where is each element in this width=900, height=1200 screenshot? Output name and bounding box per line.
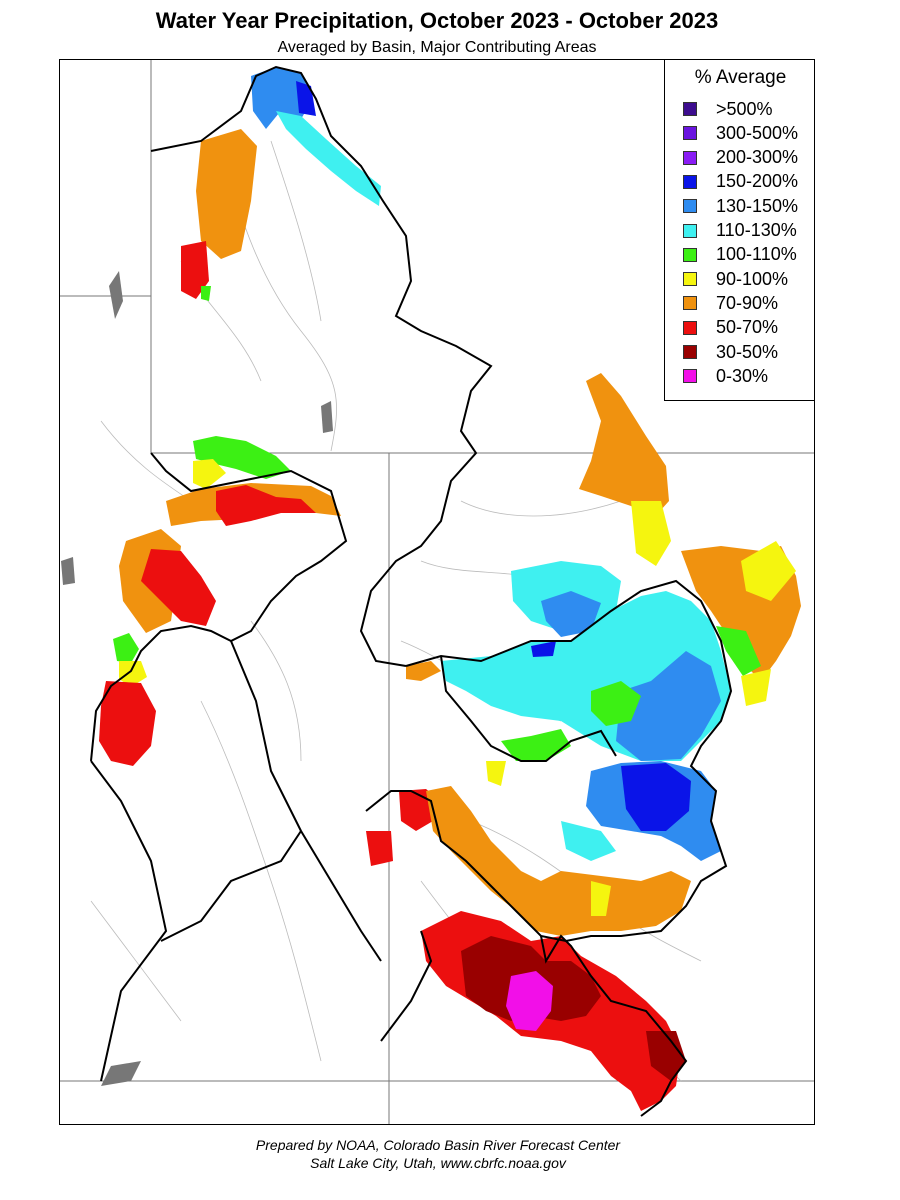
- legend-label: >500%: [716, 98, 773, 119]
- legend-item: 200-300%: [683, 147, 799, 168]
- legend-label: 150-200%: [716, 171, 799, 192]
- legend-label: 50-70%: [716, 317, 779, 338]
- legend-item: 150-200%: [683, 171, 799, 192]
- footer-credit: Prepared by NOAA, Colorado Basin River F…: [255, 1137, 621, 1153]
- legend-title: % Average: [694, 67, 787, 88]
- legend-label: 200-300%: [716, 147, 799, 168]
- legend-item: 0-30%: [683, 366, 768, 386]
- legend-item: 70-90%: [683, 293, 778, 313]
- legend-label: 130-150%: [716, 195, 799, 216]
- legend-label: 30-50%: [716, 341, 779, 362]
- legend-label: 110-130%: [716, 220, 797, 240]
- map-title: Water Year Precipitation, October 2023 -…: [155, 8, 719, 33]
- precipitation-map: [59, 59, 815, 1125]
- legend-item: >500%: [683, 99, 773, 119]
- legend-swatch: [683, 272, 697, 287]
- legend-item: 130-150%: [683, 196, 798, 216]
- legend-swatch: [683, 320, 697, 335]
- legend-swatch: [683, 126, 697, 141]
- legend-item: 100-110%: [683, 244, 797, 265]
- legend-label: 70-90%: [716, 292, 779, 313]
- footer-location: Salt Lake City, Utah, www.cbrfc.noaa.gov: [310, 1155, 566, 1171]
- legend-label: 90-100%: [716, 268, 789, 289]
- legend-item: 110-130%: [683, 220, 797, 241]
- legend-swatch: [683, 102, 697, 116]
- legend-label: 100-110%: [716, 244, 797, 265]
- legend-swatch: [683, 199, 697, 214]
- legend-swatch: [683, 247, 697, 262]
- map-subtitle: Averaged by Basin, Major Contributing Ar…: [277, 39, 597, 56]
- legend-swatch: [683, 150, 697, 165]
- legend-swatch: [683, 174, 697, 189]
- precip-areas: [99, 67, 801, 1111]
- legend-item: 30-50%: [683, 342, 778, 362]
- legend-swatch: [683, 345, 697, 359]
- legend-label: 300-500%: [716, 122, 799, 143]
- legend-label: 0-30%: [716, 365, 769, 386]
- map-canvas: [60, 60, 814, 1124]
- legend-item: 90-100%: [683, 269, 788, 289]
- legend-item: 300-500%: [683, 123, 798, 143]
- legend-swatch: [683, 296, 697, 311]
- legend-swatch: [683, 369, 697, 384]
- legend-swatch: [683, 223, 697, 238]
- legend: % Average >500% 300-500% 200-300% 150-200% 1…: [664, 59, 815, 401]
- basin-boundaries: [90, 65, 733, 1117]
- legend-item: 50-70%: [683, 317, 779, 338]
- lakes: [61, 271, 333, 1086]
